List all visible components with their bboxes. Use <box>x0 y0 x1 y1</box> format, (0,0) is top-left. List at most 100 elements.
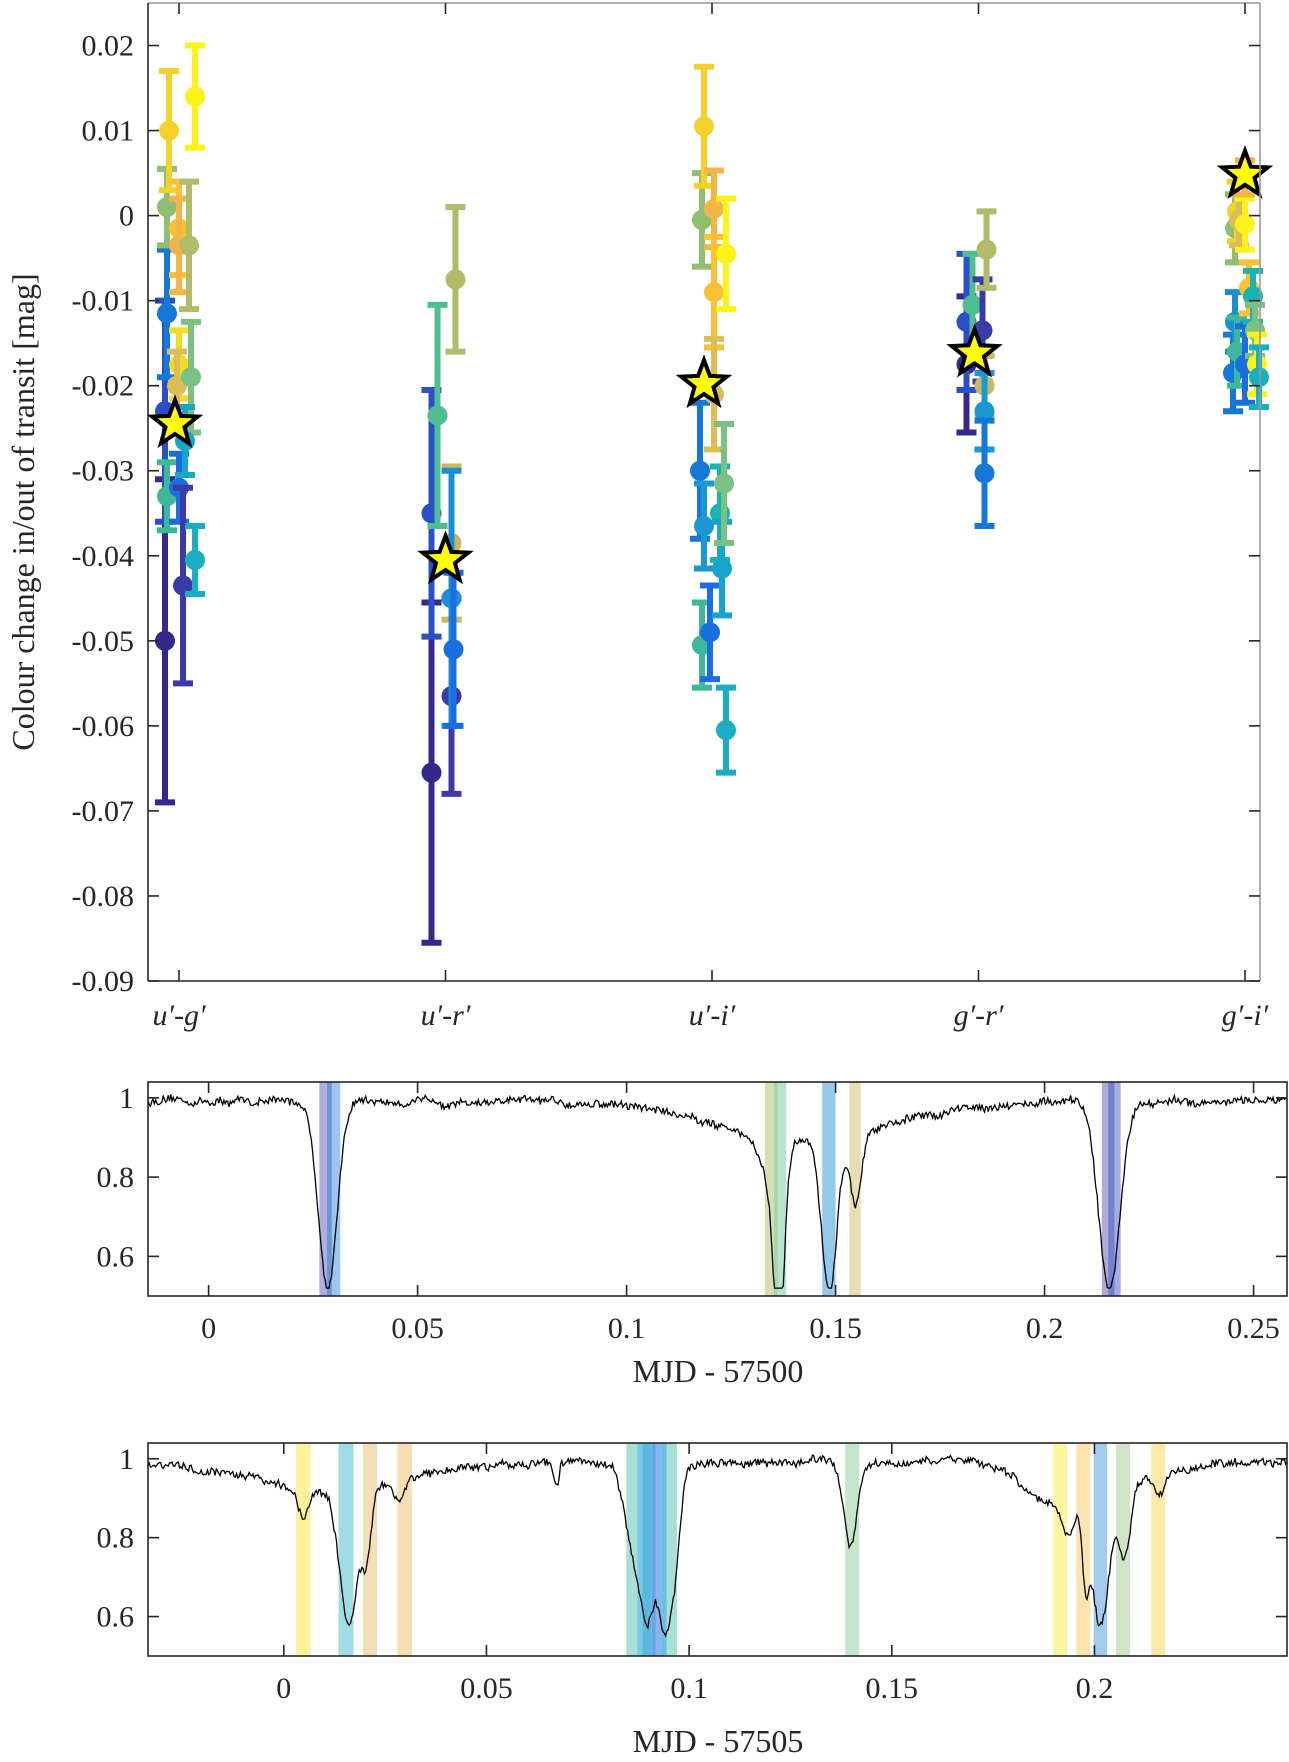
x-tick-labels: 0 0.05 0.1 0.15 0.2 0.25 <box>201 1312 1280 1345</box>
y-tick-label: -0.08 <box>72 880 135 913</box>
errorbar-point <box>976 208 997 291</box>
x-axis-label: MJD - 57500 <box>633 1353 804 1389</box>
x-tick-label: 0.15 <box>866 1672 919 1705</box>
highlight-band <box>655 1443 662 1656</box>
category-label: u′-r′ <box>421 999 471 1032</box>
y-tick-label: -0.03 <box>72 455 135 488</box>
highlight-band <box>777 1082 787 1296</box>
data-point <box>427 405 448 426</box>
light-curve <box>147 1454 1288 1638</box>
highlight-band <box>642 1443 652 1656</box>
x-tick-label: 0.2 <box>1076 1672 1114 1705</box>
errorbar-point <box>185 523 205 598</box>
y-tick-label: -0.09 <box>72 965 135 998</box>
data-point <box>1249 367 1269 388</box>
y-tick-label: 0.6 <box>97 1240 135 1273</box>
data-point <box>712 558 732 579</box>
x-tick-label: 0.1 <box>670 1672 708 1705</box>
y-tick-label: -0.05 <box>72 625 135 658</box>
y-tick-label: -0.04 <box>72 540 135 573</box>
y-tick-label: 1 <box>119 1443 134 1476</box>
data-point <box>700 622 720 643</box>
data-point <box>714 473 734 494</box>
highlight-band <box>1053 1443 1068 1656</box>
errorbar-point <box>974 417 995 530</box>
highlight-band <box>626 1443 638 1656</box>
y-tick-label: 0.8 <box>97 1522 135 1555</box>
highlight-band <box>1151 1443 1166 1656</box>
y-tick-label: 0 <box>119 200 134 233</box>
mean-star-marker <box>146 394 204 449</box>
highlight-band <box>295 1443 311 1656</box>
data-point <box>421 762 442 783</box>
x-tick-label: 0.25 <box>1227 1312 1280 1345</box>
highlight-band <box>338 1443 354 1656</box>
highlight-band <box>1093 1443 1108 1656</box>
light-curve <box>147 1093 1288 1289</box>
y-tick-label: -0.01 <box>72 285 135 318</box>
highlight-bands <box>319 1082 1121 1296</box>
highlight-band <box>1101 1082 1109 1296</box>
highlight-band <box>661 1443 667 1656</box>
highlight-band <box>326 1082 332 1296</box>
highlight-band <box>651 1443 656 1656</box>
data-point <box>157 197 177 218</box>
y-tick-label: 1 <box>119 1082 134 1115</box>
data-point <box>974 401 995 422</box>
mean-star-markers <box>146 145 1274 585</box>
y-tick-label: -0.02 <box>72 370 135 403</box>
axes-frame <box>147 1081 1288 1297</box>
highlight-band <box>764 1082 774 1296</box>
highlight-band <box>1108 1082 1115 1296</box>
highlight-bands <box>295 1443 1166 1656</box>
x-tick-label: 0.05 <box>460 1672 513 1705</box>
data-point <box>181 367 201 388</box>
light-curve-panel-57505: 0.6 0.8 1 0 0.05 0.1 0.15 0.2 MJD - 57505 <box>97 1442 1288 1759</box>
light-curve-panel-57500: 0.6 0.8 1 0 0.05 0.1 0.15 0.2 0.25 MJD - 57500 <box>97 1081 1288 1389</box>
data-point <box>962 294 983 315</box>
data-point <box>155 630 175 651</box>
y-tick-label: 0.01 <box>82 115 135 148</box>
category-label: g′-r′ <box>954 999 1004 1032</box>
errorbar-point <box>690 399 710 542</box>
x-axis-label: MJD - 57505 <box>633 1723 804 1759</box>
category-tick-labels: u′-g′ u′-r′ u′-i′ g′-r′ g′-i′ <box>152 999 1268 1032</box>
x-tick-label: 0.1 <box>608 1312 646 1345</box>
y-tick-labels: 0.6 0.8 1 <box>97 1443 135 1634</box>
errorbar-point <box>1249 344 1269 410</box>
y-tick-labels: 0.02 0.01 0 -0.01 -0.02 -0.03 -0.04 -0.05 -0.06 -… <box>72 30 135 998</box>
highlight-band <box>773 1082 778 1296</box>
data-point <box>157 303 177 324</box>
bot-axes <box>147 1442 1288 1657</box>
errorbar-series <box>155 42 1269 946</box>
x-tick-label: 0.05 <box>391 1312 444 1345</box>
highlight-band <box>397 1443 412 1656</box>
category-label: u′-g′ <box>152 999 206 1032</box>
mid-axes <box>147 1081 1288 1297</box>
y-tick-label: -0.06 <box>72 710 135 743</box>
data-point <box>185 550 205 571</box>
data-point <box>443 639 464 660</box>
errorbar-point <box>714 420 734 547</box>
y-tick-label: 0.6 <box>97 1601 135 1634</box>
top-axes <box>147 2 1261 982</box>
data-point <box>694 516 714 537</box>
errorbar-point <box>173 484 193 687</box>
mean-star-marker <box>946 323 1003 378</box>
data-point <box>690 460 710 481</box>
highlight-band <box>1076 1443 1091 1656</box>
y-tick-label: 0.02 <box>82 30 135 63</box>
y-axis-label: Colour change in/out of transit [mag] <box>5 273 41 750</box>
mean-star-marker <box>417 530 474 585</box>
data-point <box>179 235 199 256</box>
mean-star-marker <box>1216 145 1274 199</box>
errorbar-point <box>159 68 179 194</box>
errorbar-point <box>185 42 205 151</box>
data-point <box>445 269 466 290</box>
errorbar-point <box>445 204 466 355</box>
data-point <box>716 243 736 264</box>
axes-frame <box>147 1442 1288 1657</box>
data-point <box>976 239 997 260</box>
data-point <box>704 198 724 219</box>
